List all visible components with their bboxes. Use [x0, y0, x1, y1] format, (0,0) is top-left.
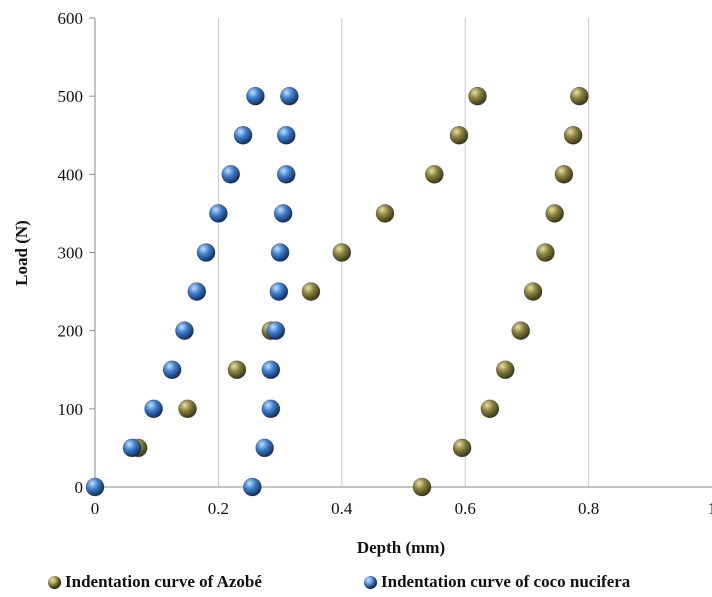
data-point: [523, 282, 543, 301]
legend-item-coco-nucifera: Indentation curve of coco nucifera: [364, 572, 630, 592]
data-point: [175, 321, 194, 340]
data-point: [187, 282, 207, 301]
gridlines: [217, 18, 590, 487]
data-point: [332, 243, 352, 262]
series-0: [128, 86, 589, 497]
data-point: [233, 125, 253, 145]
data-point: [554, 165, 574, 184]
data-point: [480, 399, 500, 419]
axes: [89, 17, 712, 488]
data-point: [227, 360, 247, 380]
data-point: [162, 360, 182, 380]
data-point: [280, 86, 299, 106]
data-point: [243, 477, 262, 497]
data-point: [266, 321, 286, 340]
data-point: [270, 243, 290, 262]
series-1: [85, 86, 299, 497]
legend: Indentation curve of Azobé Indentation c…: [0, 569, 712, 595]
data-point: [301, 282, 321, 301]
data-point: [563, 125, 583, 145]
data-point: [144, 399, 163, 419]
data-point: [536, 243, 555, 262]
x-tick-label: 0.6: [455, 499, 476, 518]
y-tick-label: 600: [58, 9, 84, 28]
data-point: [178, 399, 197, 419]
x-tick-label: 1: [708, 499, 712, 518]
data-point: [468, 86, 487, 106]
data-point: [452, 438, 472, 458]
data-point: [449, 125, 469, 145]
data-point: [412, 477, 432, 497]
data-point: [269, 282, 289, 301]
data-point: [196, 243, 216, 262]
y-tick-label: 400: [58, 165, 84, 184]
data-point: [209, 204, 228, 223]
data-point: [276, 125, 296, 145]
y-tick-label: 300: [58, 244, 84, 263]
data-point: [496, 360, 515, 380]
x-tick-label: 0.8: [578, 499, 599, 518]
data-point: [570, 86, 589, 106]
y-tick-label: 200: [58, 322, 84, 341]
x-tick-label: 0: [91, 499, 100, 518]
data-point: [246, 86, 265, 106]
data-point: [511, 321, 531, 340]
x-tick-label: 0.4: [331, 499, 353, 518]
data-point: [255, 438, 274, 458]
y-tick-label: 100: [58, 400, 84, 419]
data-point: [276, 165, 296, 184]
x-axis-title: Depth (mm): [357, 538, 445, 557]
data-point: [545, 204, 564, 223]
data-point: [85, 477, 105, 497]
x-tick-label: 0.2: [208, 499, 229, 518]
tick-labels: 0 0.2 0.4 0.6 0.8 1 0 100 200 300 400 500 600: [58, 9, 712, 518]
data-point: [425, 165, 444, 184]
data-point: [261, 360, 281, 380]
legend-marker-coco-nucifera: [364, 575, 377, 589]
data-points: [85, 86, 589, 497]
scatter-chart: 0 0.2 0.4 0.6 0.8 1 0 100 200 300 400 500 600 Depth …: [12, 9, 712, 557]
data-point: [221, 165, 241, 184]
legend-label-azobe: Indentation curve of Azobé: [65, 572, 262, 591]
data-point: [273, 204, 293, 223]
legend-item-azobe: Indentation curve of Azobé: [48, 572, 262, 592]
legend-marker-azobe: [48, 575, 61, 589]
legend-label-coco-nucifera: Indentation curve of coco nucifera: [381, 572, 631, 591]
data-point: [122, 438, 142, 458]
y-tick-label: 500: [58, 87, 84, 106]
y-tick-label: 0: [75, 478, 84, 497]
data-point: [261, 399, 281, 419]
y-axis-title: Load (N): [12, 220, 31, 286]
data-point: [375, 204, 395, 223]
